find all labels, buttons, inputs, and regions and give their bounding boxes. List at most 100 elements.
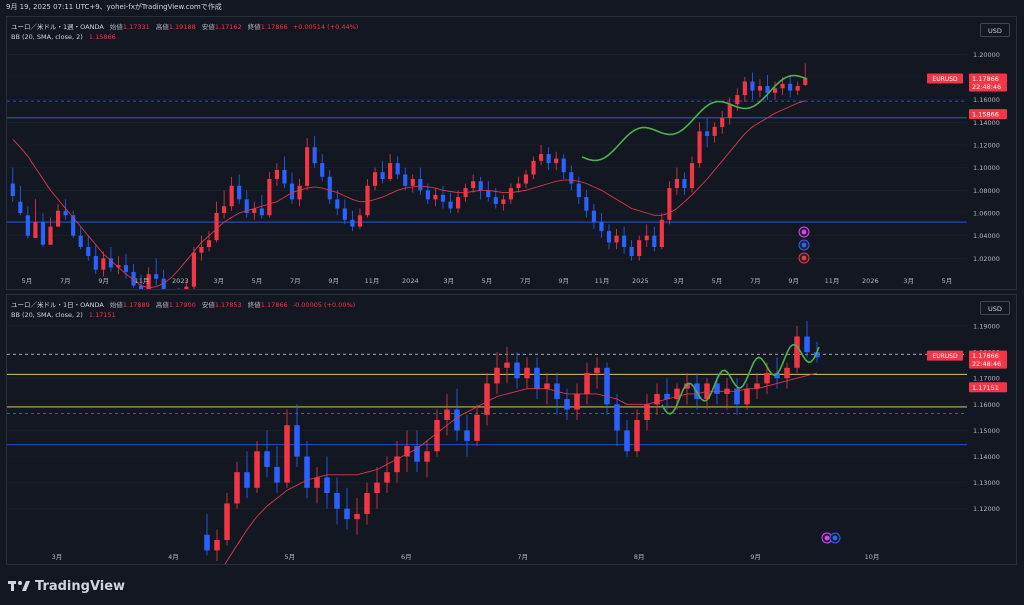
candle (374, 466, 380, 509)
candle-body (794, 336, 800, 368)
candle (504, 346, 510, 384)
daily-chart-canvas[interactable]: 1.190001.180001.170001.160001.150001.140… (7, 295, 1016, 564)
candle (418, 167, 423, 195)
candle (659, 213, 664, 250)
candle (569, 165, 574, 191)
candle (229, 176, 234, 211)
candle (772, 81, 778, 100)
candle (252, 201, 257, 220)
candle-body (574, 393, 580, 410)
lightning-icon[interactable] (821, 532, 833, 544)
countdown-timer: 22:48:46 (972, 360, 1001, 368)
candle-body (224, 503, 230, 540)
candle (344, 487, 350, 530)
candle (624, 419, 630, 457)
candle (591, 203, 596, 229)
indicator-label[interactable]: BB (20, SMA, close, 2) (11, 311, 83, 319)
close-value: 1.17866 (260, 301, 288, 309)
candle-body (697, 131, 702, 164)
price-axis-label: 1.06000 (973, 210, 1000, 218)
candle-body (584, 373, 590, 394)
high-label: 高値 (155, 301, 169, 309)
time-axis-label: 11月 (365, 277, 380, 285)
candle-body (504, 362, 510, 368)
candle (784, 362, 790, 389)
candle-body (772, 88, 778, 93)
candle (254, 440, 260, 494)
time-axis-label: 5月 (285, 553, 296, 561)
candle (244, 451, 250, 499)
candle (146, 267, 151, 289)
candle-body (394, 456, 400, 473)
lightning-icon[interactable] (798, 226, 810, 238)
candle-body (342, 208, 347, 220)
currency-button[interactable]: USD (980, 23, 1010, 37)
candle-body (418, 179, 423, 191)
candle (474, 404, 480, 447)
candle (274, 163, 279, 186)
price-axis-label: 1.12000 (973, 505, 1000, 513)
candle (184, 281, 189, 289)
weekly-chart-canvas[interactable]: 1.200001.180001.160001.140001.120001.100… (7, 17, 1016, 289)
tradingview-logo-icon (8, 581, 30, 591)
candle (614, 393, 620, 447)
candle-body (584, 197, 589, 211)
daily-chart-pane[interactable]: 1.190001.180001.170001.160001.150001.140… (6, 294, 1017, 565)
time-axis-label: 9月 (750, 553, 761, 561)
candle (380, 160, 385, 184)
candle (350, 210, 355, 232)
candle-body (63, 210, 68, 216)
time-axis-label: 10月 (865, 553, 880, 561)
candle-body (274, 169, 279, 179)
candle-body (297, 185, 302, 200)
currency-icon[interactable] (798, 239, 810, 251)
flag-us-icon[interactable] (798, 252, 810, 264)
indicator-value: 1.17151 (88, 311, 116, 319)
candle (224, 493, 230, 546)
currency-icon[interactable] (829, 532, 841, 544)
candle-body (146, 274, 151, 289)
price-axis-label: 1.20000 (973, 51, 1000, 59)
candle-body (404, 446, 410, 457)
candle-body (514, 362, 520, 379)
candle (403, 167, 408, 191)
candle-body (131, 271, 136, 286)
candle-body (654, 393, 660, 405)
time-axis-label: 3月 (443, 277, 454, 285)
low-label: 安値 (201, 23, 215, 31)
candle (744, 383, 750, 410)
candle-body (354, 513, 360, 520)
candle (765, 74, 770, 100)
candle (684, 373, 690, 405)
weekly-chart-pane[interactable]: 1.200001.180001.160001.140001.120001.100… (6, 16, 1017, 290)
currency-button[interactable]: USD (980, 301, 1010, 315)
candle (222, 190, 227, 219)
candle-body (10, 183, 15, 196)
candle (404, 430, 410, 473)
price-axis-label: 1.02000 (973, 255, 1000, 263)
candle (561, 154, 566, 179)
candle-body (237, 185, 242, 200)
candle-body (804, 336, 810, 353)
candle-body (86, 247, 91, 257)
candle-body (267, 179, 272, 216)
candle (634, 409, 640, 457)
last-price-tag-bg (969, 73, 1007, 92)
candle-body (294, 425, 300, 457)
time-axis-label: 7月 (520, 277, 531, 285)
weekly-legend: ユーロ／米ドル・1週・OANDA 始値1.17331 高値1.19188 安値1… (11, 22, 358, 42)
candle (654, 383, 660, 415)
candle-body (206, 240, 212, 247)
candle-body (214, 213, 219, 241)
candle-body (727, 104, 732, 118)
candle (734, 378, 740, 415)
candle-body (546, 154, 551, 164)
indicator-label[interactable]: BB (20, SMA, close, 2) (11, 33, 83, 41)
candle (667, 181, 672, 225)
candle-body (501, 199, 506, 204)
time-axis-label: 2026 (862, 277, 879, 285)
close-label: 終値 (247, 23, 261, 31)
candle (594, 357, 600, 389)
countdown-timer: 22:48:46 (972, 83, 1001, 91)
time-axis-label: 8月 (634, 553, 645, 561)
